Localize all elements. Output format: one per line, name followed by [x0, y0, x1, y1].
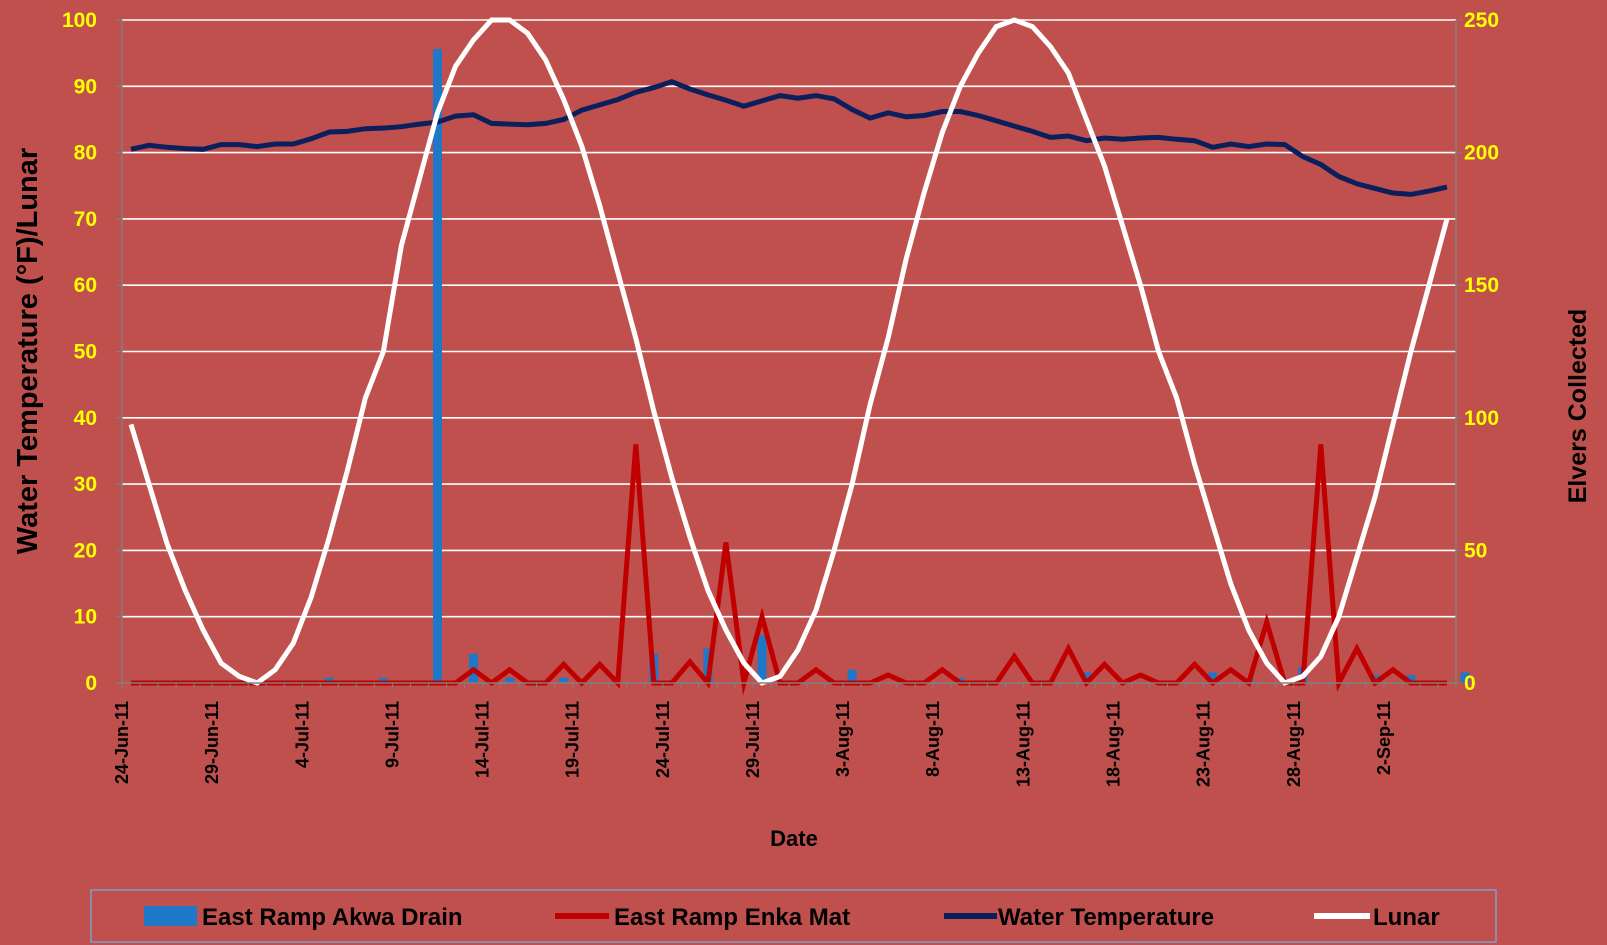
y-tick-label-left: 10 — [74, 606, 97, 629]
x-tick-label: 18-Aug-11 — [1103, 701, 1123, 787]
y-axis-title-right: Elvers Collected — [1564, 309, 1592, 504]
y-tick-label-left: 70 — [74, 208, 97, 231]
x-tick-label: 8-Aug-11 — [923, 701, 943, 777]
y-tick-label-left: 0 — [85, 672, 97, 695]
y-tick-label-left: 100 — [62, 9, 97, 32]
bar-akwa-drain — [757, 635, 767, 683]
x-axis-title: Date — [770, 826, 818, 851]
x-tick-label: 23-Aug-11 — [1194, 701, 1214, 787]
legend-label-lunar: Lunar — [1373, 904, 1440, 931]
y-tick-label-left: 50 — [74, 341, 97, 364]
line-lunar — [128, 17, 1450, 686]
bar-akwa-drain — [847, 669, 857, 683]
x-tick-label: 2-Sep-11 — [1374, 701, 1394, 775]
y-tick-label-left: 90 — [74, 75, 97, 98]
y-tick-label-right: 200 — [1464, 142, 1499, 165]
y-tick-label-right: 150 — [1464, 274, 1499, 297]
x-tick-label: 29-Jul-11 — [743, 701, 763, 778]
left-y-tick-labels: 0 10 20 30 40 50 60 70 80 90 100 — [62, 9, 97, 695]
y-tick-label-right: 250 — [1464, 9, 1499, 32]
legend-label-akwa-drain: East Ramp Akwa Drain — [202, 904, 463, 931]
line-enka-mat — [131, 444, 1447, 696]
akwa-drain-bars — [324, 49, 1470, 684]
x-tick-label: 9-Jul-11 — [382, 701, 402, 768]
legend: East Ramp Akwa Drain East Ramp Enka Mat … — [90, 889, 1497, 943]
x-tick-label: 24-Jul-11 — [653, 701, 673, 778]
x-tick-labels: 24-Jun-11 29-Jun-11 4-Jul-11 9-Jul-11 14-Jul… — [112, 701, 1394, 787]
legend-label-water-temperature: Water Temperature — [998, 904, 1214, 931]
x-tick-label: 3-Aug-11 — [833, 701, 853, 777]
y-tick-label-right: 100 — [1464, 407, 1499, 430]
bar-akwa-drain — [1406, 675, 1416, 683]
legend-swatch-akwa-drain — [144, 906, 197, 926]
bar-akwa-drain — [378, 677, 388, 683]
y-axis-title-left: Water Temperature (°F)/Lunar — [12, 148, 44, 554]
bar-akwa-drain — [505, 677, 515, 683]
y-tick-label-left: 30 — [74, 473, 97, 496]
legend-label-enka-mat: East Ramp Enka Mat — [614, 904, 850, 931]
x-tick-label: 4-Jul-11 — [292, 701, 312, 768]
y-tick-label-right: 0 — [1464, 672, 1476, 695]
y-tick-label-left: 80 — [74, 142, 97, 165]
bar-akwa-drain — [559, 677, 569, 683]
y-tick-label-right: 50 — [1464, 539, 1487, 562]
x-tick-label: 13-Aug-11 — [1013, 701, 1033, 787]
x-tick-label: 28-Aug-11 — [1284, 701, 1304, 787]
x-tick-label: 29-Jun-11 — [202, 701, 222, 784]
y-tick-label-left: 40 — [74, 407, 97, 430]
legend-box — [90, 889, 1497, 943]
x-tick-label: 14-Jul-11 — [473, 701, 493, 778]
bar-akwa-drain — [1460, 672, 1470, 683]
x-tick-label: 19-Jul-11 — [563, 701, 583, 778]
right-y-tick-labels: 0 50 100 150 200 250 — [1464, 9, 1499, 695]
bar-akwa-drain — [432, 49, 442, 684]
bar-akwa-drain — [324, 677, 334, 683]
y-tick-label-left: 60 — [74, 274, 97, 297]
bar-akwa-drain — [1208, 672, 1218, 683]
gridlines — [122, 19, 1456, 618]
x-tick-label: 24-Jun-11 — [112, 701, 132, 784]
line-water-temperature — [130, 79, 1448, 197]
axes — [116, 19, 1462, 689]
y-tick-label-left: 20 — [74, 539, 97, 562]
